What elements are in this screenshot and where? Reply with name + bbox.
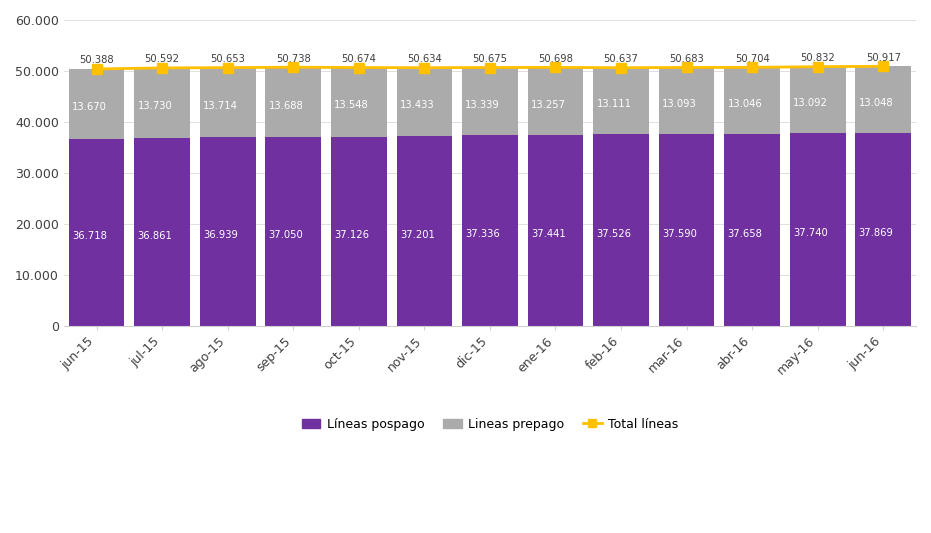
Bar: [331, 68, 386, 136]
Bar: [659, 68, 714, 134]
Bar: [134, 138, 190, 326]
Bar: [265, 67, 321, 137]
Bar: [593, 134, 649, 326]
Bar: [724, 134, 780, 326]
Text: 50.683: 50.683: [669, 54, 704, 64]
Text: 13.670: 13.670: [72, 102, 107, 112]
Bar: [69, 69, 125, 139]
Bar: [265, 137, 321, 326]
Text: 50.917: 50.917: [866, 53, 900, 63]
Text: 50.738: 50.738: [276, 54, 311, 63]
Bar: [724, 67, 780, 134]
Text: 36.718: 36.718: [72, 231, 107, 241]
Text: 37.336: 37.336: [466, 229, 500, 239]
Text: 50.698: 50.698: [538, 54, 573, 64]
Bar: [856, 66, 911, 133]
Text: 13.048: 13.048: [858, 98, 893, 108]
Bar: [856, 133, 911, 326]
Text: 13.111: 13.111: [597, 100, 631, 109]
Bar: [69, 139, 125, 326]
Bar: [789, 133, 845, 326]
Text: 37.126: 37.126: [334, 230, 370, 240]
Text: 13.730: 13.730: [138, 101, 172, 111]
Text: 37.658: 37.658: [727, 229, 762, 239]
Text: 37.050: 37.050: [269, 230, 304, 240]
Text: 37.869: 37.869: [858, 228, 894, 238]
Text: 13.046: 13.046: [727, 99, 762, 109]
Bar: [397, 136, 452, 326]
Bar: [462, 68, 518, 135]
Bar: [789, 67, 845, 133]
Text: 50.388: 50.388: [79, 55, 114, 66]
Text: 37.441: 37.441: [531, 229, 566, 239]
Bar: [397, 68, 452, 136]
Text: 36.939: 36.939: [203, 230, 238, 240]
Text: 13.339: 13.339: [466, 100, 500, 110]
Text: 50.634: 50.634: [407, 54, 441, 64]
Bar: [462, 135, 518, 326]
Text: 13.548: 13.548: [334, 100, 369, 110]
Text: 13.093: 13.093: [662, 99, 696, 109]
Text: 37.740: 37.740: [793, 228, 828, 238]
Bar: [134, 68, 190, 138]
Text: 37.526: 37.526: [597, 229, 631, 239]
Text: 13.257: 13.257: [531, 100, 566, 109]
Text: 50.637: 50.637: [603, 54, 639, 64]
Text: 13.714: 13.714: [203, 101, 238, 111]
Text: 50.674: 50.674: [342, 54, 376, 64]
Bar: [200, 138, 256, 326]
Text: 36.861: 36.861: [138, 230, 172, 240]
Bar: [528, 67, 584, 135]
Text: 50.653: 50.653: [210, 54, 245, 64]
Bar: [331, 136, 386, 326]
Text: 13.688: 13.688: [269, 101, 304, 110]
Bar: [593, 68, 649, 134]
Text: 37.201: 37.201: [399, 230, 435, 240]
Text: 50.675: 50.675: [472, 54, 507, 64]
Text: 13.092: 13.092: [793, 99, 828, 108]
Text: 50.704: 50.704: [735, 54, 770, 64]
Bar: [528, 135, 584, 326]
Text: 37.590: 37.590: [662, 229, 697, 239]
Legend: Líneas pospago, Lineas prepago, Total líneas: Líneas pospago, Lineas prepago, Total lí…: [297, 413, 683, 435]
Text: 13.433: 13.433: [399, 100, 435, 110]
Text: 50.592: 50.592: [144, 54, 180, 64]
Text: 50.832: 50.832: [801, 53, 835, 63]
Bar: [659, 134, 714, 326]
Bar: [200, 68, 256, 138]
